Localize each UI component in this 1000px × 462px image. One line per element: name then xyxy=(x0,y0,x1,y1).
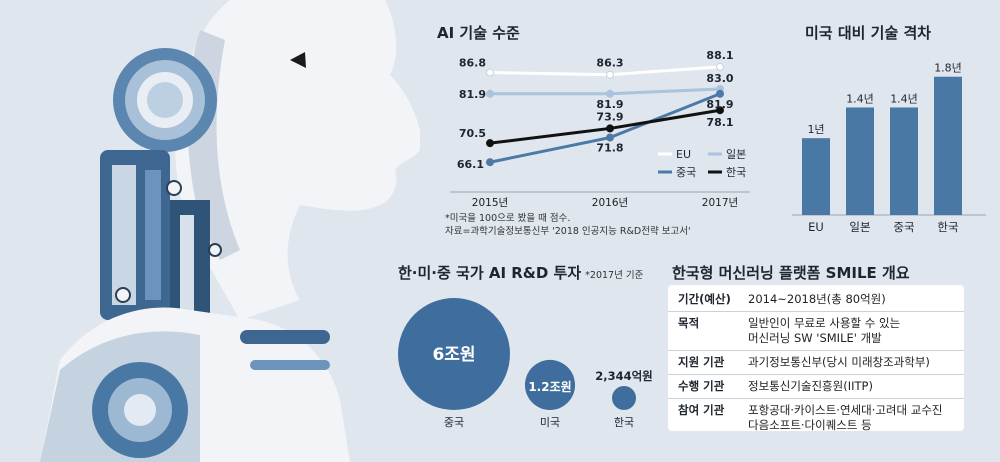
line-point xyxy=(606,89,614,98)
line-data-label: 86.8 xyxy=(459,57,486,70)
line-data-label: 86.3 xyxy=(596,57,623,70)
smile-table-value: 과기정보통신부(당시 미래창조과학부) xyxy=(748,355,930,370)
smile-table-key: 목적 xyxy=(678,316,700,330)
line-point xyxy=(486,139,494,148)
line-point xyxy=(716,62,724,71)
line-chart-data-labels: 86.8 86.3 88.1 81.9 81.9 83.0 66.1 71.8 81.9 70.5… xyxy=(457,49,734,171)
bar-category-label: 한국 xyxy=(937,220,958,234)
line-point xyxy=(606,133,614,142)
line-chart-note-2: 자료=과학기술정보통신부 '2018 인공지능 R&D전략 보고서' xyxy=(445,226,691,237)
bubble-value-label: 2,344억원 xyxy=(595,369,653,383)
legend-label: 한국 xyxy=(726,166,746,179)
bar xyxy=(846,107,874,215)
line-point xyxy=(486,158,494,167)
line-data-label: 66.1 xyxy=(457,158,484,171)
bar-chart-bars xyxy=(792,76,986,216)
bar-category-label: 일본 xyxy=(849,220,870,234)
bubble-value-label: 1.2조원 xyxy=(528,380,571,394)
bar xyxy=(890,107,918,215)
bubble-chart-title: 한·미·중 국가 AI R&D 투자 *2017년 기준 xyxy=(398,262,643,283)
smile-table-value: 포항공대·카이스트·연세대·고려대 교수진 다음소프트·다이퀘스트 등 xyxy=(748,403,942,433)
bar-category-label: 중국 xyxy=(893,220,914,234)
bar xyxy=(934,76,962,215)
line-point xyxy=(716,106,724,115)
line-data-label: 73.9 xyxy=(596,110,623,123)
smile-table-title: 한국형 머신러닝 플랫폼 SMILE 개요 xyxy=(672,264,910,282)
line-chart-note-1: *미국을 100으로 봤을 때 점수. xyxy=(445,213,571,224)
bubble-country-label: 한국 xyxy=(614,416,634,429)
bar xyxy=(802,138,830,215)
line-point xyxy=(606,70,614,79)
legend-label: EU xyxy=(676,148,691,161)
bubble xyxy=(524,359,576,410)
line-point xyxy=(486,89,494,98)
line-x-tick: 2016년 xyxy=(592,197,628,209)
line-data-label: 81.9 xyxy=(706,98,733,111)
smile-table-value-line: 2014~2018년(총 80억원) xyxy=(748,292,886,306)
line-data-label: 83.0 xyxy=(706,72,733,85)
bar-data-label: 1.4년 xyxy=(890,92,918,105)
smile-table-value: 정보통신기술진흥원(IITP) xyxy=(748,379,873,394)
bar-chart: 1년 1.4년 1.4년 1.8년 EU 일본 중국 한국 xyxy=(792,62,986,234)
bubble xyxy=(612,386,636,410)
legend-label: 일본 xyxy=(726,147,746,161)
robot-illustration xyxy=(0,0,420,462)
smile-overview-table: 기간(예산) 2014~2018년(총 80억원) 목적 일반인이 무료로 사용할 수… xyxy=(668,285,964,432)
line-point xyxy=(486,68,494,77)
smile-table-value-line: 머신러닝 SW 'SMILE' 개발 xyxy=(748,331,882,345)
bubble xyxy=(398,298,510,410)
line-data-label: 78.1 xyxy=(706,116,733,129)
bar-data-label: 1년 xyxy=(807,123,824,136)
smile-table-value-line: 정보통신기술진흥원(IITP) xyxy=(748,379,873,393)
bar-chart-data-labels: 1년 1.4년 1.4년 1.8년 xyxy=(807,62,961,136)
bubble-chart-title-note: *2017년 기준 xyxy=(585,270,644,281)
smile-table-value-line: 포항공대·카이스트·연세대·고려대 교수진 xyxy=(748,403,943,417)
smile-table-key: 기간(예산) xyxy=(678,292,731,306)
bar-chart-title: 미국 대비 기술 격차 xyxy=(805,24,932,42)
smile-table-row: 참여 기관 포항공대·카이스트·연세대·고려대 교수진 다음소프트·다이퀘스트 등 xyxy=(668,399,964,437)
line-data-label: 81.9 xyxy=(596,98,623,111)
bar-chart-category-labels: EU 일본 중국 한국 xyxy=(808,220,958,234)
legend-label: 중국 xyxy=(676,166,696,179)
line-data-label: 71.8 xyxy=(596,142,623,155)
smile-table-row: 수행 기관 정보통신기술진흥원(IITP) xyxy=(668,375,964,399)
bubble-country-label: 미국 xyxy=(540,416,560,429)
line-chart: 86.8 86.3 88.1 81.9 81.9 83.0 66.1 71.8 81.9 70.5… xyxy=(450,49,750,209)
smile-table-row: 목적 일반인이 무료로 사용할 수 있는 머신러닝 SW 'SMILE' 개발 xyxy=(668,312,964,351)
bar-data-label: 1.8년 xyxy=(934,62,962,75)
line-x-tick: 2015년 xyxy=(472,197,508,209)
smile-table-key: 수행 기관 xyxy=(678,379,725,393)
smile-table-key: 참여 기관 xyxy=(678,403,725,417)
line-data-label: 81.9 xyxy=(459,88,486,101)
line-chart-series xyxy=(486,62,724,167)
bar-category-label: EU xyxy=(808,220,824,234)
line-point xyxy=(606,124,614,133)
line-point xyxy=(716,89,724,98)
line-chart-title: AI 기술 수준 xyxy=(437,24,520,42)
line-data-label: 88.1 xyxy=(706,49,733,62)
smile-table-value: 일반인이 무료로 사용할 수 있는 머신러닝 SW 'SMILE' 개발 xyxy=(748,316,900,346)
smile-table-value-line: 과기정보통신부(당시 미래창조과학부) xyxy=(748,355,930,369)
smile-table-value: 2014~2018년(총 80억원) xyxy=(748,292,886,307)
smile-table-row: 지원 기관 과기정보통신부(당시 미래창조과학부) xyxy=(668,351,964,375)
smile-table-value-line: 일반인이 무료로 사용할 수 있는 xyxy=(748,316,901,330)
line-x-tick: 2017년 xyxy=(702,197,738,209)
bubble-country-label: 중국 xyxy=(444,416,464,429)
smile-table-key: 지원 기관 xyxy=(678,355,725,369)
line-chart-note: *미국을 100으로 봤을 때 점수. 자료=과학기술정보통신부 '2018 인… xyxy=(445,212,691,238)
line-series-1 xyxy=(490,87,721,96)
line-data-label: 70.5 xyxy=(459,127,486,140)
bar-data-label: 1.4년 xyxy=(846,92,874,105)
smile-table-value-line: 다음소프트·다이퀘스트 등 xyxy=(748,418,872,432)
smile-table-row: 기간(예산) 2014~2018년(총 80억원) xyxy=(668,288,964,312)
line-chart-x-ticks: 2015년 2016년 2017년 xyxy=(472,197,738,209)
bubble-value-label: 6조원 xyxy=(432,345,475,365)
bubble-chart-title-text: 한·미·중 국가 AI R&D 투자 xyxy=(398,264,582,282)
